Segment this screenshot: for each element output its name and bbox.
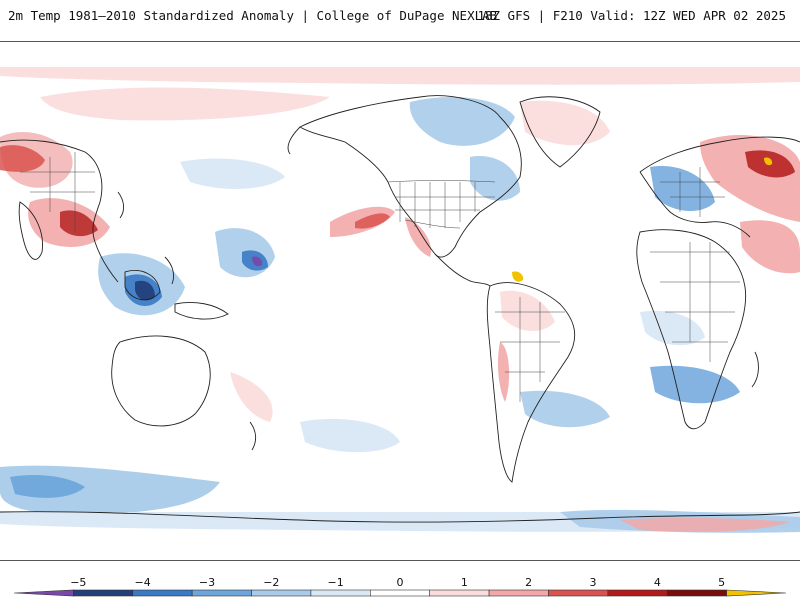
colorbar-segment (607, 589, 668, 597)
cold-anomaly-borneo-peak (135, 280, 155, 301)
colorbar-svg: −5 −4 −3 −2 −1 0 1 2 3 4 5 (13, 576, 787, 597)
eurasia-coast (639, 136, 800, 173)
cold-anomaly-indian (640, 310, 705, 346)
indochina-coast (94, 241, 119, 283)
colorbar-segment (310, 589, 371, 597)
warm-anomaly-pacific-south (230, 372, 273, 422)
africa-borders (650, 242, 740, 362)
india-coast (18, 201, 43, 260)
run-info: 18Z GFS | F210 Valid: 12Z WED APR 02 202… (477, 8, 786, 23)
colorbar-segment (251, 589, 312, 597)
philippines-coast (164, 256, 175, 285)
cold-anomaly-central-pacific-peak (252, 256, 263, 267)
warm-anomaly-greenland (520, 100, 610, 146)
anomaly-map (0, 41, 800, 561)
colorbar-tick-label: 3 (590, 576, 597, 589)
new-guinea-coast (174, 302, 229, 320)
warm-anomaly-hotspot-russia (764, 157, 773, 166)
colorbar-segment (370, 589, 430, 597)
warm-anomaly-arctic-band (0, 67, 800, 85)
australia-coast (111, 335, 211, 427)
colorbar-tick-label: 4 (654, 576, 661, 589)
warm-anomaly-china-core (0, 145, 45, 172)
cold-anomaly-europe (650, 166, 715, 212)
colorbar-tick-label: 2 (525, 576, 532, 589)
us-canada-border (387, 180, 496, 183)
colorbar-tick-label: −4 (135, 576, 151, 589)
colorbar-tick-label: −3 (199, 576, 215, 589)
south-america-coast (486, 282, 576, 483)
madagascar-coast (751, 351, 759, 388)
warm-anomaly-siberia (40, 87, 330, 121)
asia-east-coast (0, 139, 103, 243)
colorbar-arrow-high (726, 589, 787, 597)
asia-borders (20, 152, 95, 232)
colorbar-legend: −5 −4 −3 −2 −1 0 1 2 3 4 5 (0, 564, 800, 600)
cold-anomaly-ne-america (470, 156, 520, 201)
colorbar-segment (548, 589, 609, 597)
colorbar-tick-label: 1 (461, 576, 468, 589)
colorbar-segment (666, 589, 727, 597)
warm-anomaly-antarctic (620, 517, 790, 532)
colorbar-segment (488, 589, 549, 597)
africa-coast (636, 229, 747, 430)
cold-anomaly-s-atlantic (520, 390, 610, 428)
colorbar-tick-label: −1 (328, 576, 344, 589)
cold-anomaly-s-pacific (300, 418, 400, 453)
colorbar-segment (191, 589, 252, 597)
colorbar-tick-label: 0 (397, 576, 404, 589)
warm-anomaly-pacific-core (355, 213, 390, 229)
antarctica-coast (0, 511, 800, 523)
cold-anomaly-n-pacific (180, 158, 285, 189)
south-america-borders (495, 297, 565, 402)
map-canvas (0, 67, 800, 533)
north-america-coast (299, 95, 522, 258)
coastlines (0, 95, 800, 523)
new-zealand-coast (249, 421, 257, 451)
us-mexico-border (404, 219, 461, 229)
alaska-coast (287, 126, 301, 155)
warm-anomaly-brazil (500, 290, 555, 332)
warm-anomaly-hotspot-venezuela (512, 271, 524, 282)
central-america-coast (434, 253, 491, 287)
colorbar-tick-label: 5 (718, 576, 725, 589)
header: 2m Temp 1981–2010 Standardized Anomaly |… (0, 0, 800, 32)
warm-anomaly-mexico (405, 217, 431, 257)
warm-anomaly-andes (497, 342, 510, 402)
anomaly-shading (0, 67, 800, 533)
greenland-coast (519, 96, 601, 168)
political-borders (20, 152, 740, 402)
europe-south-coast (639, 171, 751, 238)
map-title: 2m Temp 1981–2010 Standardized Anomaly |… (8, 8, 498, 23)
europe-borders (660, 167, 725, 217)
us-state-grid (395, 182, 495, 228)
warm-anomaly-russia (700, 134, 800, 222)
colorbar-segment (429, 589, 490, 597)
cold-anomaly-antarctic-w-core (10, 475, 85, 498)
colorbar-segment (73, 589, 134, 597)
colorbar-tick-label: −2 (263, 576, 279, 589)
japan-coast (117, 191, 125, 219)
warm-anomaly-arabia (740, 220, 800, 274)
borneo-coast (124, 270, 161, 301)
colorbar-arrow-low (13, 589, 74, 597)
colorbar-segment (132, 589, 193, 597)
colorbar-tick-label: −5 (70, 576, 86, 589)
cold-anomaly-hudson (409, 97, 515, 146)
cold-anomaly-s-africa (650, 365, 740, 404)
warm-anomaly-indochina-core (60, 210, 98, 237)
